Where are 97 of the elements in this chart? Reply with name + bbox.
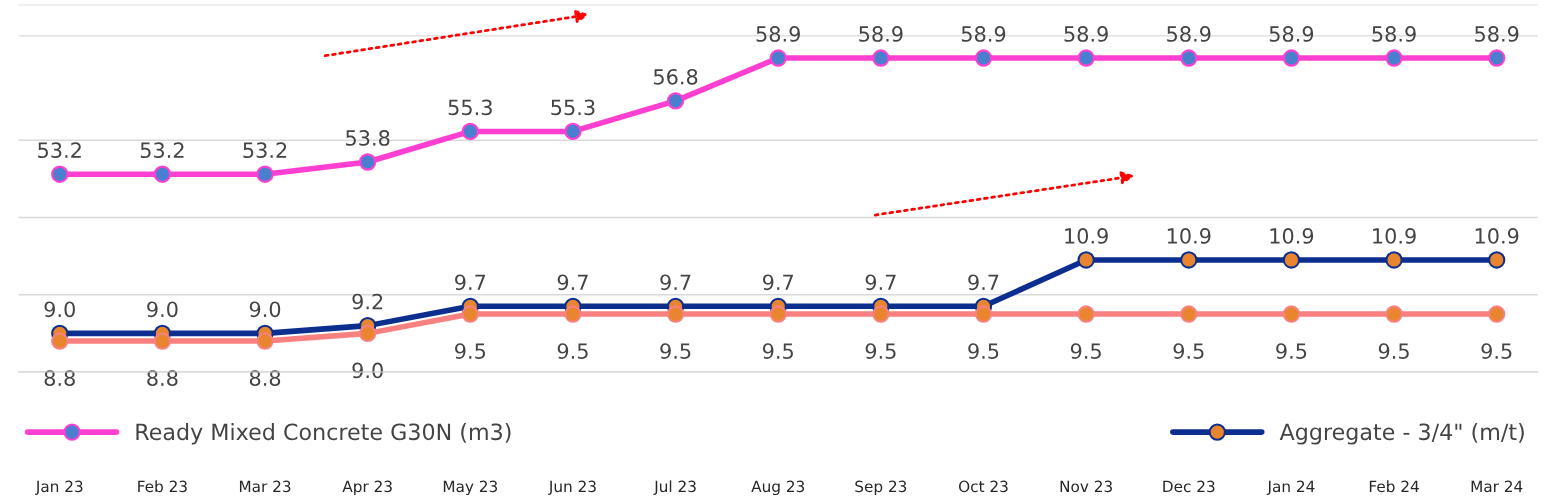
x-tick-label: Oct 23	[959, 480, 1008, 493]
legend-label: Ready Mixed Concrete G30N (m3)	[136, 423, 511, 445]
data-label: 56.8	[654, 68, 698, 85]
point	[974, 49, 993, 67]
data-label: 9.5	[1173, 343, 1204, 359]
point	[153, 332, 172, 350]
point	[1282, 305, 1301, 323]
data-label: 9.5	[865, 343, 896, 359]
point	[51, 332, 69, 350]
x-tick-label: Sep 23	[855, 480, 907, 496]
data-label: 58.9	[1167, 26, 1211, 42]
point	[666, 305, 685, 323]
point	[666, 92, 685, 110]
data-label: 9.5	[762, 343, 793, 359]
data-label: 9.7	[660, 274, 691, 291]
data-label: 9.5	[660, 343, 691, 359]
point	[1488, 305, 1506, 323]
x-tick-label: Dec 23	[1163, 480, 1215, 493]
point	[1385, 305, 1403, 323]
data-label: 9.5	[455, 343, 486, 359]
data-label: 10.9	[1167, 228, 1211, 244]
data-label: 53.2	[38, 142, 81, 159]
data-label: 8.8	[249, 370, 281, 387]
data-label: 10.9	[1475, 228, 1519, 244]
x-tick-label: Aug 23	[751, 480, 805, 496]
point	[1282, 251, 1301, 269]
data-label: 9.7	[865, 274, 896, 291]
point	[564, 305, 582, 323]
data-label: 9.5	[557, 343, 588, 359]
point	[769, 49, 787, 67]
point	[358, 324, 377, 343]
point	[1385, 49, 1403, 67]
point	[1488, 251, 1506, 269]
point	[1077, 49, 1095, 67]
point	[872, 305, 890, 323]
data-label: 9.5	[968, 343, 999, 359]
data-label: 8.8	[147, 370, 178, 387]
point	[1180, 251, 1198, 269]
legend-label: Aggregate - 3/4" (m/t)	[1279, 423, 1524, 445]
point	[1077, 251, 1095, 269]
x-tick-label: Feb 23	[138, 480, 187, 493]
data-label: 9.5	[1378, 343, 1409, 359]
data-label: 58.9	[859, 26, 903, 42]
data-label: 9.0	[249, 301, 281, 318]
data-label: 9.5	[1070, 343, 1101, 359]
data-label: 8.8	[44, 370, 75, 387]
point	[1180, 305, 1198, 323]
data-label: 53.2	[243, 142, 287, 159]
data-label: 58.9	[1269, 26, 1314, 42]
data-label: 58.9	[1475, 26, 1519, 42]
x-tick-label: Apr 23	[342, 480, 392, 496]
data-label: 9.7	[762, 274, 794, 291]
data-label: 9.2	[352, 293, 383, 310]
x-tick-label: May 23	[443, 480, 498, 496]
data-label: 9.5	[1276, 343, 1307, 359]
point	[256, 332, 274, 350]
point	[51, 165, 69, 183]
point	[1385, 251, 1403, 269]
x-tick-label: Jan 24	[1266, 480, 1315, 495]
data-label: 55.3	[551, 99, 595, 116]
data-label: 10.9	[1270, 228, 1314, 244]
point	[1077, 305, 1095, 323]
x-tick-label: Mar 23	[239, 480, 291, 493]
data-label: 9.7	[968, 274, 999, 291]
point	[769, 305, 787, 323]
point	[564, 122, 582, 141]
data-label: 55.3	[448, 99, 492, 116]
point	[358, 153, 377, 171]
x-tick-label: Jan 23	[35, 480, 83, 495]
data-label: 58.9	[1064, 26, 1108, 42]
data-label: 9.0	[352, 362, 383, 379]
data-label: 10.9	[1373, 228, 1416, 244]
point	[256, 165, 274, 183]
data-label: 10.9	[1065, 228, 1108, 244]
point	[1180, 49, 1198, 67]
data-label: 58.9	[756, 26, 800, 42]
point	[153, 165, 172, 183]
point	[1282, 49, 1301, 67]
data-label: 53.2	[140, 142, 184, 159]
x-tick-label: Feb 24	[1369, 480, 1419, 493]
data-label: 53.8	[346, 130, 390, 146]
point	[1488, 49, 1506, 67]
data-label: 9.7	[557, 274, 588, 291]
data-label: 58.9	[961, 26, 1006, 42]
data-label: 9.7	[455, 274, 486, 291]
point	[461, 305, 479, 323]
point	[461, 122, 479, 141]
data-label: 9.0	[147, 301, 178, 318]
data-label: 9.5	[1481, 343, 1512, 359]
point	[974, 305, 993, 323]
point	[872, 49, 890, 67]
data-label: 9.0	[44, 301, 75, 318]
data-label: 58.9	[1372, 26, 1416, 42]
x-tick-label: Nov 23	[1060, 480, 1112, 493]
x-tick-label: Jul 23	[653, 480, 696, 495]
x-tick-label: Mar 24	[1471, 480, 1523, 493]
x-tick-label: Jun 23	[548, 480, 596, 495]
